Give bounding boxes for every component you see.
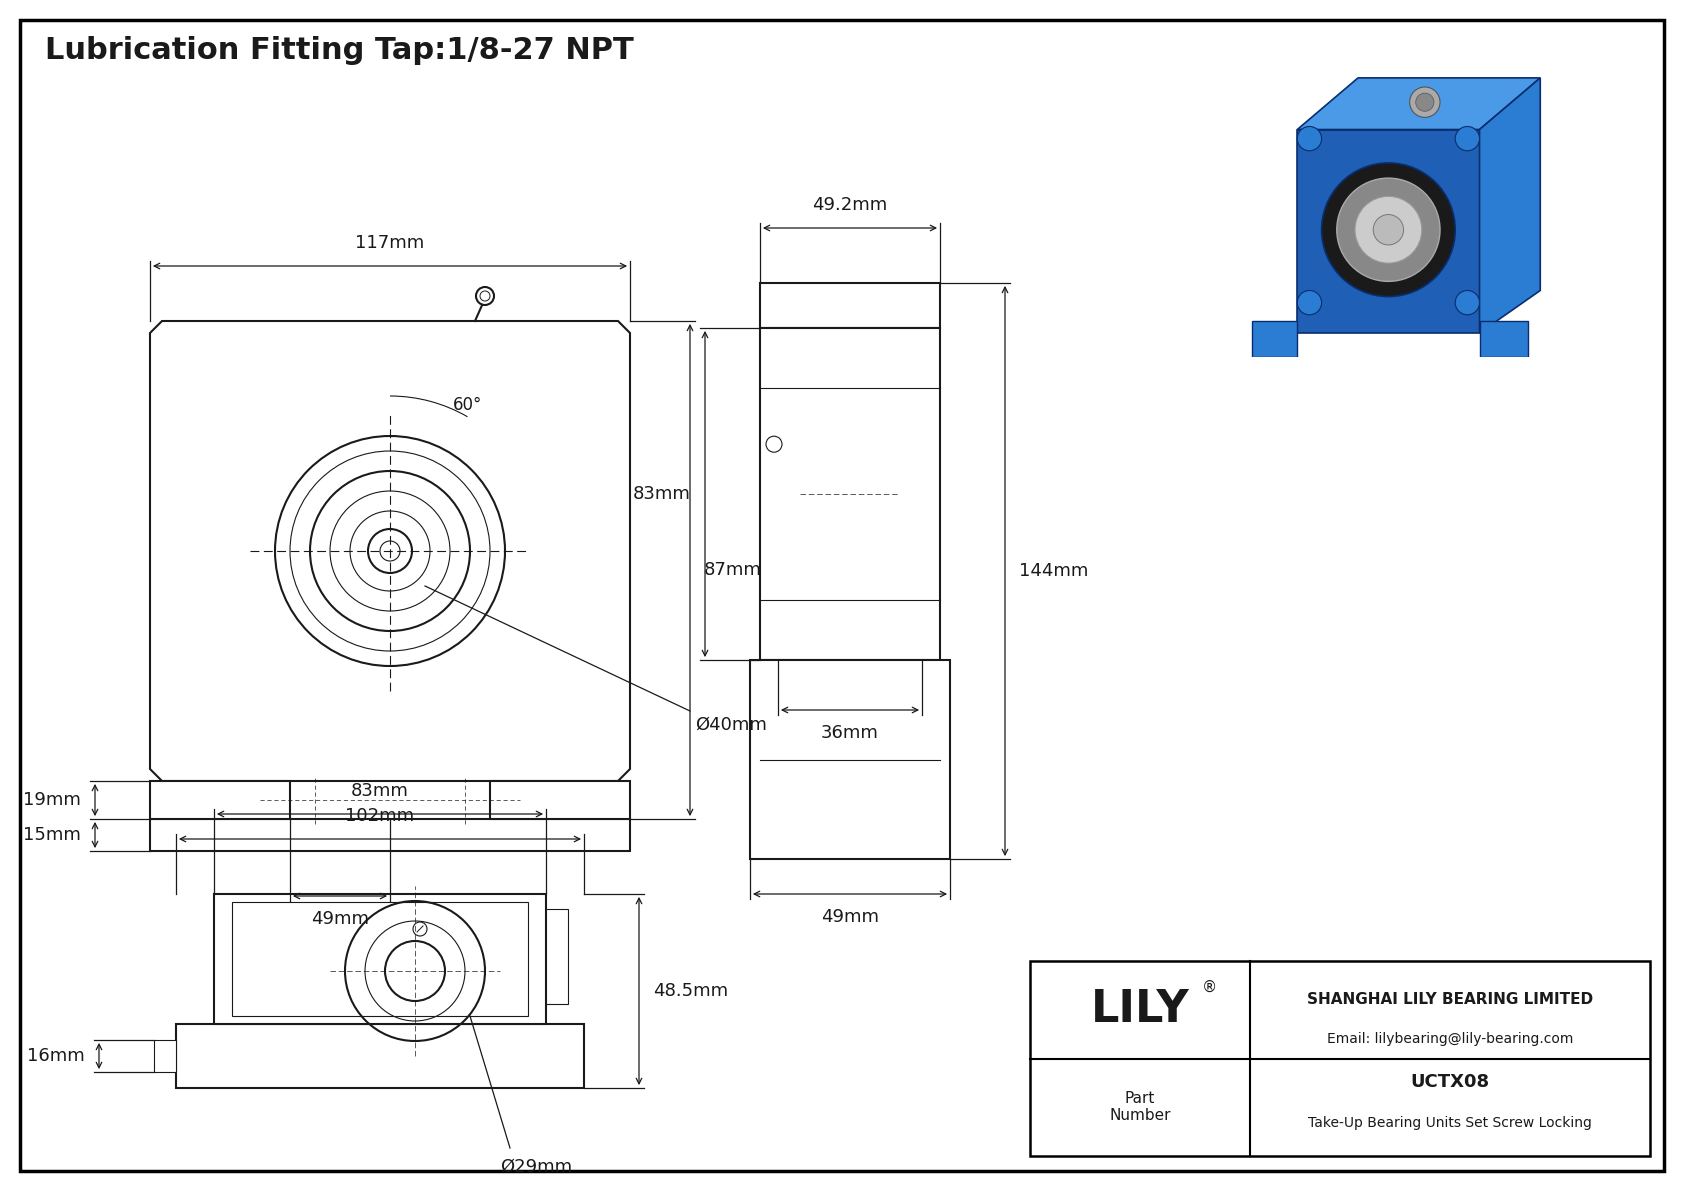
Text: 49mm: 49mm <box>822 908 879 925</box>
Bar <box>214 894 546 1024</box>
Text: UCTX08: UCTX08 <box>1411 1073 1490 1091</box>
Text: Lubrication Fitting Tap:1/8-27 NPT: Lubrication Fitting Tap:1/8-27 NPT <box>45 36 633 66</box>
Circle shape <box>1416 93 1435 111</box>
Text: SHANGHAI LILY BEARING LIMITED: SHANGHAI LILY BEARING LIMITED <box>1307 992 1593 1008</box>
Text: 102mm: 102mm <box>345 807 414 825</box>
Bar <box>150 819 630 852</box>
Text: Email: lilybearing@lily-bearing.com: Email: lilybearing@lily-bearing.com <box>1327 1031 1573 1046</box>
Circle shape <box>1455 291 1480 314</box>
Circle shape <box>1322 163 1455 297</box>
Bar <box>490 781 630 819</box>
Bar <box>759 328 940 660</box>
Bar <box>749 660 950 859</box>
Text: 49mm: 49mm <box>312 910 369 928</box>
Text: 60°: 60° <box>453 397 482 414</box>
Text: 48.5mm: 48.5mm <box>653 983 727 1000</box>
Bar <box>177 1024 584 1089</box>
Text: 83mm: 83mm <box>633 485 690 503</box>
Text: 87mm: 87mm <box>704 561 761 579</box>
Text: 117mm: 117mm <box>355 233 424 252</box>
Circle shape <box>1455 126 1480 151</box>
Text: Part
Number: Part Number <box>1110 1091 1170 1123</box>
Text: ®: ® <box>1202 980 1218 996</box>
Bar <box>1031 961 1650 1156</box>
Bar <box>759 283 940 328</box>
Circle shape <box>1356 197 1421 263</box>
Bar <box>546 909 568 1004</box>
Text: 83mm: 83mm <box>350 782 409 800</box>
Circle shape <box>1410 87 1440 118</box>
Text: 49.2mm: 49.2mm <box>812 197 887 214</box>
Bar <box>232 902 529 1016</box>
Text: 16mm: 16mm <box>27 1047 84 1065</box>
Polygon shape <box>1480 320 1527 357</box>
Text: 144mm: 144mm <box>1019 562 1088 580</box>
Text: Ø29mm: Ø29mm <box>500 1158 573 1176</box>
Polygon shape <box>150 322 630 781</box>
Text: 36mm: 36mm <box>822 724 879 742</box>
Text: 15mm: 15mm <box>24 827 81 844</box>
Circle shape <box>1372 214 1403 245</box>
Circle shape <box>480 291 490 301</box>
Circle shape <box>1297 291 1322 314</box>
Circle shape <box>477 287 493 305</box>
Polygon shape <box>1480 77 1541 333</box>
Text: 19mm: 19mm <box>24 791 81 809</box>
Text: Ø40mm: Ø40mm <box>695 716 766 734</box>
Circle shape <box>1337 179 1440 281</box>
Text: Take-Up Bearing Units Set Screw Locking: Take-Up Bearing Units Set Screw Locking <box>1308 1116 1591 1130</box>
Text: LILY: LILY <box>1091 989 1189 1031</box>
Polygon shape <box>1251 320 1297 357</box>
Circle shape <box>1297 126 1322 151</box>
Circle shape <box>766 436 781 453</box>
Bar <box>150 781 290 819</box>
Polygon shape <box>1297 77 1541 130</box>
Polygon shape <box>1297 130 1480 333</box>
Bar <box>153 1040 177 1072</box>
